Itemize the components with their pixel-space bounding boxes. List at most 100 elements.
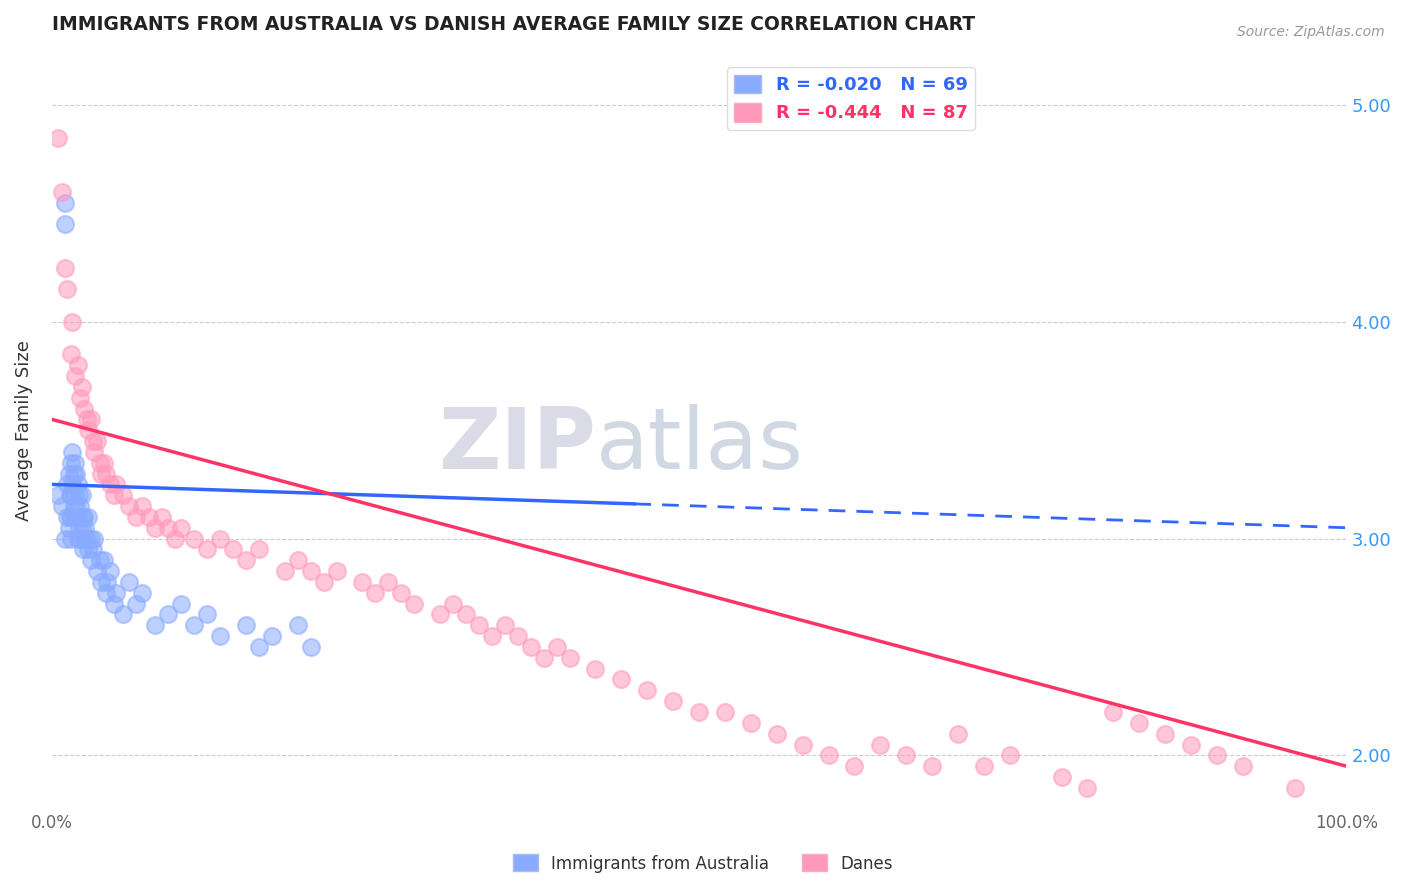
Point bbox=[921, 759, 943, 773]
Point bbox=[62, 499, 84, 513]
Point bbox=[869, 738, 891, 752]
Point bbox=[520, 640, 543, 654]
Point bbox=[163, 532, 186, 546]
Point bbox=[79, 412, 101, 426]
Point bbox=[96, 574, 118, 589]
Point bbox=[274, 564, 297, 578]
Point bbox=[62, 445, 84, 459]
Text: ZIP: ZIP bbox=[437, 404, 596, 487]
Point bbox=[65, 499, 87, 513]
Point bbox=[143, 618, 166, 632]
Point bbox=[1128, 715, 1150, 730]
Point bbox=[73, 509, 96, 524]
Point bbox=[312, 574, 335, 589]
Point bbox=[77, 509, 100, 524]
Point bbox=[183, 532, 205, 546]
Point bbox=[77, 542, 100, 557]
Point bbox=[58, 467, 80, 481]
Point bbox=[66, 358, 89, 372]
Point bbox=[662, 694, 685, 708]
Point bbox=[77, 423, 100, 437]
Point bbox=[235, 618, 257, 632]
Point bbox=[740, 715, 762, 730]
Point bbox=[481, 629, 503, 643]
Point bbox=[506, 629, 529, 643]
Point bbox=[157, 607, 180, 622]
Point bbox=[998, 748, 1021, 763]
Point bbox=[63, 488, 86, 502]
Point bbox=[325, 564, 347, 578]
Point bbox=[946, 726, 969, 740]
Point bbox=[69, 499, 91, 513]
Point bbox=[352, 574, 374, 589]
Text: Source: ZipAtlas.com: Source: ZipAtlas.com bbox=[1237, 25, 1385, 39]
Point bbox=[63, 369, 86, 384]
Point bbox=[89, 553, 111, 567]
Point bbox=[170, 597, 193, 611]
Point bbox=[69, 532, 91, 546]
Point bbox=[1206, 748, 1229, 763]
Point bbox=[46, 130, 69, 145]
Point bbox=[636, 683, 658, 698]
Point bbox=[454, 607, 477, 622]
Point bbox=[66, 477, 89, 491]
Point bbox=[558, 650, 581, 665]
Point bbox=[111, 607, 134, 622]
Point bbox=[75, 521, 97, 535]
Point bbox=[688, 705, 710, 719]
Point bbox=[60, 488, 83, 502]
Point bbox=[53, 532, 76, 546]
Point bbox=[73, 401, 96, 416]
Point bbox=[247, 640, 270, 654]
Point bbox=[287, 618, 309, 632]
Point bbox=[93, 553, 115, 567]
Point bbox=[93, 456, 115, 470]
Legend: Immigrants from Australia, Danes: Immigrants from Australia, Danes bbox=[506, 847, 900, 880]
Point bbox=[131, 499, 153, 513]
Point bbox=[89, 456, 111, 470]
Point bbox=[170, 521, 193, 535]
Point bbox=[51, 499, 73, 513]
Point bbox=[72, 542, 94, 557]
Point bbox=[1284, 780, 1306, 795]
Point bbox=[63, 456, 86, 470]
Point bbox=[125, 597, 148, 611]
Point bbox=[56, 282, 79, 296]
Point bbox=[404, 597, 426, 611]
Point bbox=[73, 532, 96, 546]
Point bbox=[60, 532, 83, 546]
Point bbox=[973, 759, 995, 773]
Point bbox=[82, 434, 104, 448]
Point bbox=[118, 574, 141, 589]
Point bbox=[299, 564, 322, 578]
Point bbox=[51, 185, 73, 199]
Point bbox=[118, 499, 141, 513]
Point bbox=[765, 726, 787, 740]
Point bbox=[125, 509, 148, 524]
Point bbox=[70, 488, 93, 502]
Point bbox=[222, 542, 245, 557]
Point bbox=[46, 488, 69, 502]
Point bbox=[60, 347, 83, 361]
Point bbox=[62, 315, 84, 329]
Point bbox=[83, 532, 105, 546]
Point bbox=[70, 521, 93, 535]
Point bbox=[72, 509, 94, 524]
Point bbox=[56, 477, 79, 491]
Text: atlas: atlas bbox=[596, 404, 803, 487]
Point bbox=[94, 586, 117, 600]
Point bbox=[76, 532, 98, 546]
Point bbox=[53, 217, 76, 231]
Point bbox=[90, 574, 112, 589]
Point bbox=[65, 467, 87, 481]
Point bbox=[67, 488, 90, 502]
Point bbox=[1102, 705, 1125, 719]
Point bbox=[63, 509, 86, 524]
Point bbox=[82, 542, 104, 557]
Point bbox=[62, 477, 84, 491]
Point bbox=[546, 640, 568, 654]
Point bbox=[157, 521, 180, 535]
Point bbox=[98, 564, 121, 578]
Point bbox=[86, 434, 108, 448]
Point bbox=[585, 662, 607, 676]
